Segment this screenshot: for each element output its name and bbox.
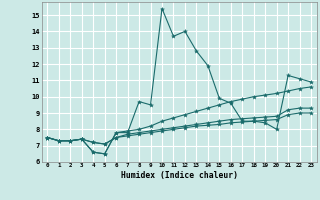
- X-axis label: Humidex (Indice chaleur): Humidex (Indice chaleur): [121, 171, 238, 180]
